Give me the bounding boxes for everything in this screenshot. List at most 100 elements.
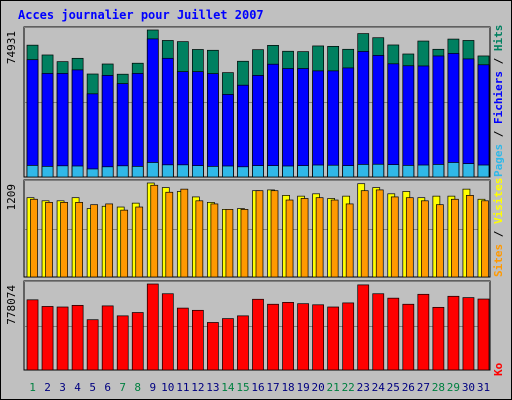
pages-bar-day-23 bbox=[357, 164, 370, 178]
x-tick-label-day-6: 6 bbox=[104, 381, 111, 394]
fichiers-bar-day-11 bbox=[176, 71, 189, 178]
ko-bar-day-28 bbox=[432, 306, 445, 371]
ko-bar-day-4 bbox=[71, 304, 84, 371]
x-tick-label-day-29: 29 bbox=[447, 381, 460, 394]
ko-bar-day-18 bbox=[282, 302, 294, 371]
fichiers-bar-day-16 bbox=[252, 75, 264, 178]
fichiers-bar-day-30 bbox=[462, 58, 475, 178]
x-tick-label-day-13: 13 bbox=[206, 381, 219, 394]
pages-bar-day-9 bbox=[146, 162, 159, 178]
x-tick-label-day-20: 20 bbox=[312, 381, 325, 394]
sites-bar-day-2 bbox=[45, 202, 53, 278]
x-tick-label-day-31: 31 bbox=[477, 381, 490, 394]
sites-bar-day-29 bbox=[451, 198, 459, 278]
x-tick-label-day-24: 24 bbox=[372, 381, 386, 394]
fichiers-bar-day-29 bbox=[447, 53, 460, 178]
x-tick-label-day-8: 8 bbox=[134, 381, 141, 394]
sites-bar-day-25 bbox=[390, 196, 399, 278]
sites-bar-day-5 bbox=[90, 204, 98, 278]
fichiers-bar-day-24 bbox=[372, 55, 385, 178]
x-tick-label-day-15: 15 bbox=[236, 381, 249, 394]
legend-separator: / bbox=[492, 124, 505, 144]
fichiers-bar-day-18 bbox=[282, 68, 294, 178]
fichiers-bar-day-8 bbox=[131, 73, 144, 178]
legend-pages: Pages bbox=[492, 144, 505, 177]
pages-bar-day-16 bbox=[252, 165, 264, 178]
fichiers-bar-day-31 bbox=[477, 64, 490, 178]
fichiers-bar-day-3 bbox=[56, 73, 69, 178]
legend-hits: Hits bbox=[492, 25, 505, 52]
pages-bar-day-10 bbox=[161, 164, 174, 178]
pages-bar-day-11 bbox=[176, 164, 189, 178]
x-tick-label-day-30: 30 bbox=[462, 381, 475, 394]
legend-sites: Sites bbox=[492, 244, 505, 277]
pages-bar-day-7 bbox=[116, 165, 129, 178]
ko-bar-day-30 bbox=[462, 297, 475, 371]
x-tick-label-day-25: 25 bbox=[387, 381, 400, 394]
pages-bar-day-26 bbox=[402, 165, 415, 178]
fichiers-bar-day-13 bbox=[207, 73, 219, 178]
fichiers-bar-day-5 bbox=[86, 93, 99, 178]
sites-bar-day-15 bbox=[240, 209, 249, 278]
fichiers-bar-day-2 bbox=[41, 73, 54, 178]
fichiers-bar-day-4 bbox=[71, 69, 84, 178]
ko-bar-day-19 bbox=[297, 303, 309, 371]
pages-bar-day-17 bbox=[267, 165, 279, 178]
sites-bar-day-30 bbox=[466, 195, 474, 278]
ko-bar-day-6 bbox=[101, 305, 114, 371]
legend-visites: Visites bbox=[492, 178, 505, 224]
pages-bar-day-24 bbox=[372, 163, 385, 178]
ko-bar-day-22 bbox=[342, 302, 355, 371]
ko-bar-day-13 bbox=[207, 322, 219, 371]
sites-bar-day-23 bbox=[360, 190, 369, 278]
legend-separator: / bbox=[492, 51, 505, 71]
fichiers-bar-day-27 bbox=[417, 65, 430, 178]
x-tick-label-day-4: 4 bbox=[74, 381, 81, 394]
x-tick-label-day-22: 22 bbox=[342, 381, 355, 394]
x-tick-label-day-17: 17 bbox=[266, 381, 279, 394]
pages-bar-day-8 bbox=[131, 166, 144, 178]
sites-bar-day-7 bbox=[120, 209, 129, 278]
sites-bar-day-6 bbox=[105, 203, 114, 278]
sites-bar-day-28 bbox=[436, 204, 444, 278]
fichiers-bar-day-21 bbox=[327, 70, 340, 178]
pages-bar-day-15 bbox=[237, 166, 249, 178]
sites-bar-day-1 bbox=[30, 198, 38, 278]
ko-bar-day-12 bbox=[192, 309, 204, 371]
chart-title: Acces journalier pour Juillet 2007 bbox=[18, 8, 264, 22]
pages-bar-day-19 bbox=[297, 165, 309, 178]
panel-2-ytick-label: 1209 bbox=[5, 184, 18, 211]
sites-bar-day-8 bbox=[135, 206, 144, 278]
fichiers-bar-day-6 bbox=[101, 75, 114, 178]
sites-bar-day-19 bbox=[300, 198, 309, 278]
pages-bar-day-27 bbox=[417, 164, 430, 178]
pages-bar-day-13 bbox=[207, 166, 219, 178]
pages-bar-day-3 bbox=[56, 165, 69, 178]
legend-fichiers: Fichiers bbox=[492, 71, 505, 124]
fichiers-bar-day-20 bbox=[312, 70, 324, 178]
pages-bar-day-14 bbox=[222, 165, 234, 178]
sites-bar-day-22 bbox=[345, 203, 354, 278]
x-tick-label-day-7: 7 bbox=[119, 381, 126, 394]
pages-bar-day-25 bbox=[387, 164, 400, 178]
sites-bar-day-27 bbox=[420, 200, 429, 278]
pages-bar-day-30 bbox=[462, 163, 475, 178]
pages-bar-day-5 bbox=[86, 168, 99, 178]
ko-bar-day-25 bbox=[387, 297, 400, 371]
fichiers-bar-day-22 bbox=[342, 67, 355, 178]
ko-bar-day-20 bbox=[312, 304, 324, 371]
ko-bar-day-11 bbox=[176, 307, 189, 371]
x-tick-label-day-5: 5 bbox=[89, 381, 96, 394]
pages-bar-day-1 bbox=[26, 165, 39, 178]
x-tick-label-day-12: 12 bbox=[191, 381, 204, 394]
fichiers-bar-day-15 bbox=[237, 84, 249, 178]
x-tick-label-day-1: 1 bbox=[29, 381, 36, 394]
x-tick-label-day-14: 14 bbox=[221, 381, 235, 394]
fichiers-bar-day-25 bbox=[387, 63, 400, 178]
sites-bar-day-24 bbox=[375, 189, 384, 278]
fichiers-bar-day-17 bbox=[267, 63, 279, 178]
ko-bar-day-3 bbox=[56, 306, 69, 371]
x-tick-label-day-9: 9 bbox=[149, 381, 156, 394]
x-tick-label-day-18: 18 bbox=[281, 381, 294, 394]
x-tick-label-day-27: 27 bbox=[417, 381, 430, 394]
